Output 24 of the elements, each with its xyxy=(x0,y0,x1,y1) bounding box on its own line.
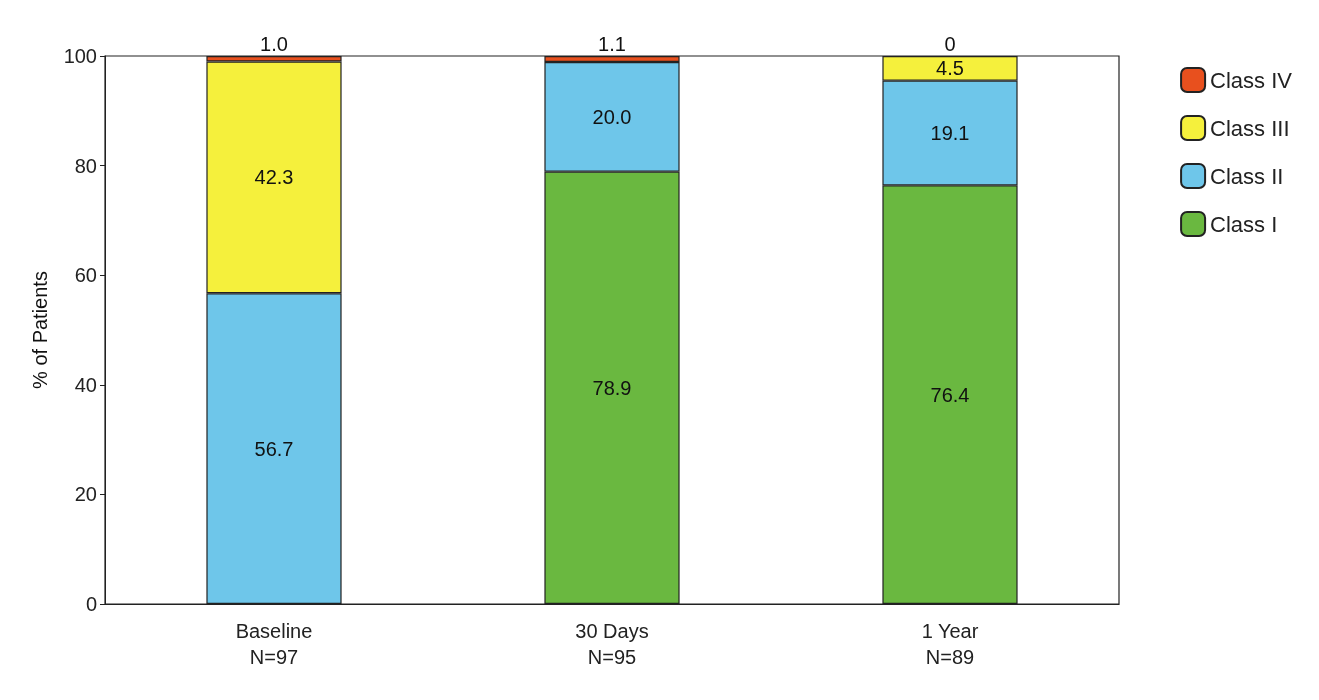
y-tick-label: 40 xyxy=(74,373,97,396)
y-tick-label: 100 xyxy=(63,45,97,67)
legend-label: Class II xyxy=(1210,163,1284,189)
data-label: 56.7 xyxy=(254,437,294,460)
data-label: 4.5 xyxy=(936,57,964,80)
legend-label: Class III xyxy=(1210,115,1290,141)
y-axis-title: % of Patients xyxy=(29,271,51,389)
legend-label: Class I xyxy=(1210,211,1278,237)
data-label: 20.0 xyxy=(592,105,632,128)
y-tick-label: 60 xyxy=(74,264,97,287)
data-label: 42.3 xyxy=(254,166,294,189)
x-tick-label: 1 Year N=89 xyxy=(921,620,979,668)
x-tick-label: 30 Days N=95 xyxy=(575,620,649,668)
y-tick-label: 0 xyxy=(85,593,97,615)
y-tick-label: 80 xyxy=(74,154,97,177)
data-label: 19.1 xyxy=(930,121,970,144)
y-tick-label: 20 xyxy=(74,483,97,506)
x-tick-label: Baseline N=97 xyxy=(235,620,313,668)
data-label: 0 xyxy=(944,33,956,55)
data-label: 76.4 xyxy=(930,383,970,406)
data-label: 1.1 xyxy=(598,33,626,55)
legend-label: Class IV xyxy=(1210,67,1293,93)
data-label: 78.9 xyxy=(592,376,632,399)
data-label: 1.0 xyxy=(260,33,288,55)
